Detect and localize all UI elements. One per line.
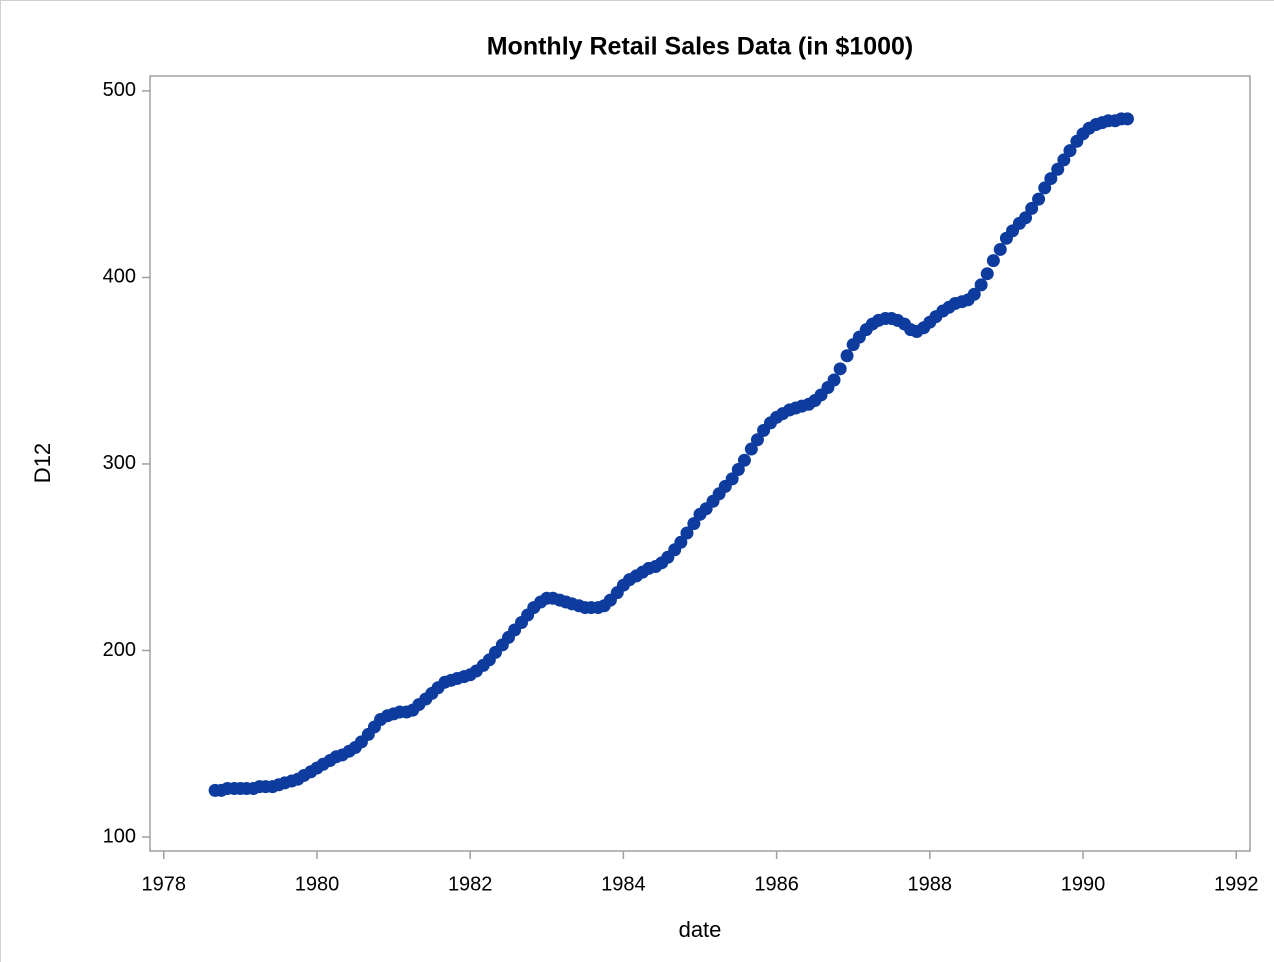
point bbox=[993, 242, 1007, 256]
point bbox=[1057, 153, 1071, 167]
x-tick-label: 1978 bbox=[142, 873, 187, 895]
point bbox=[1051, 162, 1065, 176]
y-tick-label: 400 bbox=[103, 266, 136, 288]
chart-title: Monthly Retail Sales Data (in $1000) bbox=[487, 33, 914, 61]
point bbox=[1019, 211, 1033, 225]
y-tick-label: 200 bbox=[103, 639, 136, 661]
point bbox=[674, 535, 688, 549]
y-tick-label: 300 bbox=[103, 452, 136, 474]
point bbox=[1044, 172, 1058, 186]
point bbox=[737, 453, 751, 467]
point bbox=[833, 362, 847, 376]
point bbox=[731, 463, 745, 477]
point bbox=[1032, 192, 1046, 206]
x-tick-label: 1990 bbox=[1061, 873, 1106, 895]
point bbox=[827, 373, 841, 387]
point bbox=[986, 254, 1000, 268]
y-tick-label: 100 bbox=[103, 825, 136, 847]
point bbox=[980, 267, 994, 281]
point bbox=[744, 442, 758, 456]
x-axis-label: date bbox=[679, 917, 722, 942]
point bbox=[967, 287, 981, 301]
point bbox=[840, 349, 854, 363]
point bbox=[1120, 112, 1134, 126]
point bbox=[974, 278, 988, 292]
x-tick-label: 1980 bbox=[295, 873, 340, 895]
point bbox=[680, 526, 694, 540]
point bbox=[1038, 181, 1052, 195]
x-tick-label: 1992 bbox=[1214, 873, 1259, 895]
point bbox=[1063, 144, 1077, 158]
point bbox=[750, 433, 764, 447]
x-tick-label: 1988 bbox=[908, 873, 953, 895]
y-tick-label: 500 bbox=[103, 79, 136, 101]
point bbox=[725, 472, 739, 486]
x-tick-label: 1984 bbox=[601, 873, 646, 895]
point bbox=[687, 517, 701, 531]
y-axis-label: D12 bbox=[30, 443, 55, 483]
x-tick-label: 1982 bbox=[448, 873, 493, 895]
x-tick-label: 1986 bbox=[754, 873, 799, 895]
point bbox=[1025, 201, 1039, 215]
